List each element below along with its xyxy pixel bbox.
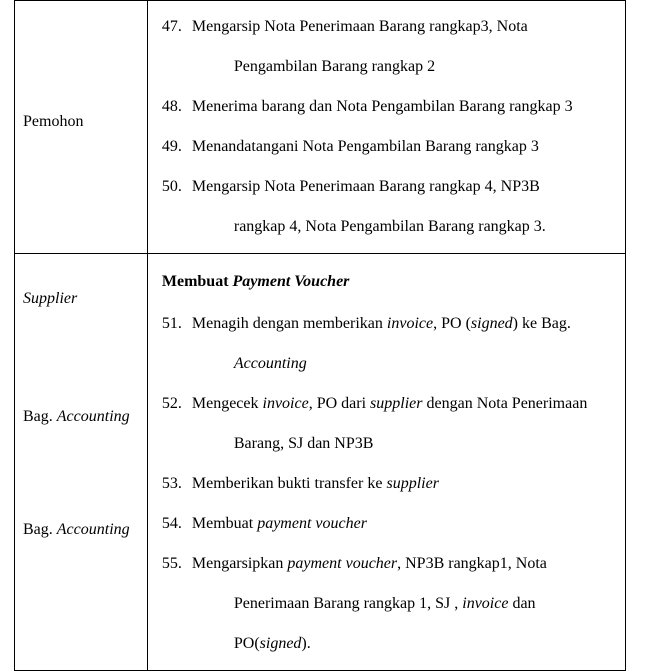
item-number: 48.: [162, 87, 192, 127]
item-text: Mengarsip Nota Penerimaan Barang rangkap…: [192, 18, 528, 35]
item-text: Membuat payment voucher: [192, 515, 367, 532]
item-number: 52.: [162, 384, 192, 424]
item-text: Menagih dengan memberikan invoice, PO (s…: [192, 315, 571, 332]
list-item: 55.Mengarsipkan payment voucher, NP3B ra…: [162, 544, 613, 664]
item-text: Menandatangani Nota Pengambilan Barang r…: [192, 138, 539, 155]
item-text: Mengarsipkan payment voucher, NP3B rangk…: [192, 555, 547, 572]
item-continuation: Accounting: [198, 344, 613, 384]
item-continuation: rangkap 4, Nota Pengambilan Barang rangk…: [198, 207, 613, 247]
actor-label: Pemohon: [23, 101, 141, 143]
item-number: 53.: [162, 464, 192, 504]
actor-cell: Supplier Bag. Accounting Bag. Accounting: [15, 254, 148, 671]
section-heading: Membuat Payment Voucher: [162, 262, 613, 302]
actor-label: Bag. Accounting: [23, 437, 141, 551]
heading-em: Payment Voucher: [233, 273, 350, 290]
actor-cell: Pemohon: [15, 1, 148, 254]
item-continuation: Penerimaan Barang rangkap 1, SJ , invoic…: [198, 584, 613, 664]
table-row: Pemohon 47.Mengarsip Nota Penerimaan Bar…: [15, 1, 626, 254]
item-number: 54.: [162, 504, 192, 544]
list-item: 48.Menerima barang dan Nota Pengambilan …: [162, 87, 613, 127]
steps-list: 51.Menagih dengan memberikan invoice, PO…: [162, 304, 613, 664]
item-number: 50.: [162, 167, 192, 207]
item-text: Mengarsip Nota Penerimaan Barang rangkap…: [192, 178, 540, 195]
heading-text: Membuat: [162, 273, 233, 290]
steps-cell: 47.Mengarsip Nota Penerimaan Barang rang…: [147, 1, 625, 254]
steps-inner: 47.Mengarsip Nota Penerimaan Barang rang…: [148, 1, 625, 253]
page: Pemohon 47.Mengarsip Nota Penerimaan Bar…: [0, 0, 646, 651]
list-item: 53.Memberikan bukti transfer ke supplier: [162, 464, 613, 504]
item-text: Memberikan bukti transfer ke supplier: [192, 475, 439, 492]
list-item: 52.Mengecek invoice, PO dari supplier de…: [162, 384, 613, 464]
actor-cell-inner: Pemohon: [15, 1, 147, 147]
steps-list: 47.Mengarsip Nota Penerimaan Barang rang…: [162, 7, 613, 247]
actor-cell-inner: Supplier Bag. Accounting Bag. Accounting: [15, 254, 147, 555]
steps-cell: Membuat Payment Voucher 51.Menagih denga…: [147, 254, 625, 671]
actor-label-em: Accounting: [57, 521, 130, 538]
list-item: 47.Mengarsip Nota Penerimaan Barang rang…: [162, 7, 613, 87]
item-continuation: Pengambilan Barang rangkap 2: [198, 47, 613, 87]
item-number: 55.: [162, 544, 192, 584]
steps-inner: Membuat Payment Voucher 51.Menagih denga…: [148, 254, 625, 670]
table-row: Supplier Bag. Accounting Bag. Accounting…: [15, 254, 626, 671]
actor-label: Bag. Accounting: [23, 320, 141, 438]
list-item: 54.Membuat payment voucher: [162, 504, 613, 544]
process-table: Pemohon 47.Mengarsip Nota Penerimaan Bar…: [14, 0, 626, 671]
item-number: 51.: [162, 304, 192, 344]
actor-label: Supplier: [23, 278, 141, 320]
item-continuation: Barang, SJ dan NP3B: [198, 424, 613, 464]
item-number: 49.: [162, 127, 192, 167]
actor-label-em: Accounting: [57, 408, 130, 425]
actor-label-em: Supplier: [23, 290, 77, 307]
list-item: 50.Mengarsip Nota Penerimaan Barang rang…: [162, 167, 613, 247]
item-text: Mengecek invoice, PO dari supplier denga…: [192, 395, 587, 412]
item-text: Menerima barang dan Nota Pengambilan Bar…: [192, 98, 573, 115]
list-item: 49.Menandatangani Nota Pengambilan Baran…: [162, 127, 613, 167]
item-number: 47.: [162, 7, 192, 47]
list-item: 51.Menagih dengan memberikan invoice, PO…: [162, 304, 613, 384]
